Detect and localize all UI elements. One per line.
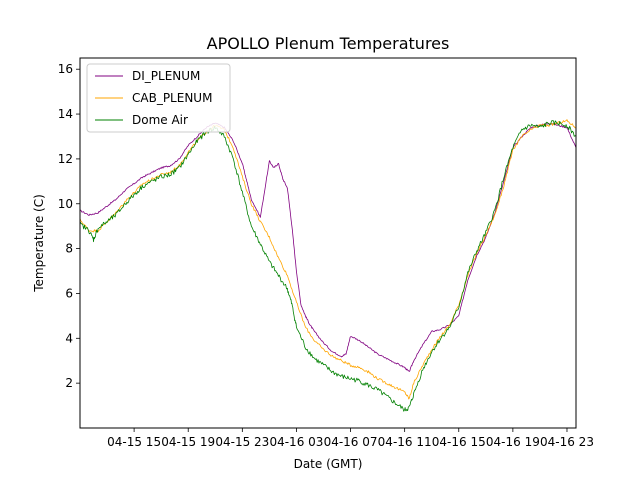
y-axis: 2 4 6 8 10 12 14 16 <box>58 62 80 390</box>
y-tick-label: 14 <box>58 107 73 121</box>
x-axis-label: Date (GMT) <box>294 457 363 471</box>
axes-frame <box>79 57 577 429</box>
y-tick-label: 4 <box>65 331 73 345</box>
x-tick-label: 04-15 19 <box>161 435 215 449</box>
x-tick-label: 04-16 03 <box>269 435 323 449</box>
x-axis: 04-15 15 04-15 19 04-15 23 04-16 03 04-16 07… <box>107 428 594 449</box>
chart-title: APOLLO Plenum Temperatures <box>207 34 450 53</box>
series-line-cab-plenum <box>79 119 577 400</box>
y-tick-label: 10 <box>58 197 73 211</box>
legend-box <box>86 63 231 133</box>
legend-label: DI_PLENUM <box>132 69 200 83</box>
legend-label: Dome Air <box>132 113 188 127</box>
y-tick-label: 16 <box>58 62 73 76</box>
x-tick-label: 04-15 23 <box>215 435 269 449</box>
x-tick-label: 04-15 15 <box>107 435 161 449</box>
y-tick-label: 8 <box>65 242 73 256</box>
series-line-di-plenum <box>79 122 577 372</box>
x-tick-label: 04-16 19 <box>486 435 540 449</box>
y-tick-label: 12 <box>58 152 73 166</box>
series-layer <box>79 119 577 412</box>
x-tick-label: 04-16 23 <box>540 435 594 449</box>
x-tick-label: 04-16 15 <box>432 435 486 449</box>
legend: DI_PLENUM CAB_PLENUM Dome Air <box>86 63 231 133</box>
y-tick-label: 2 <box>65 376 73 390</box>
y-tick-label: 6 <box>65 286 73 300</box>
x-tick-label: 04-16 11 <box>378 435 432 449</box>
legend-label: CAB_PLENUM <box>132 91 212 105</box>
x-tick-label: 04-16 07 <box>324 435 378 449</box>
series-line-dome-air <box>79 120 577 412</box>
y-axis-label: Temperature (C) <box>32 194 46 293</box>
